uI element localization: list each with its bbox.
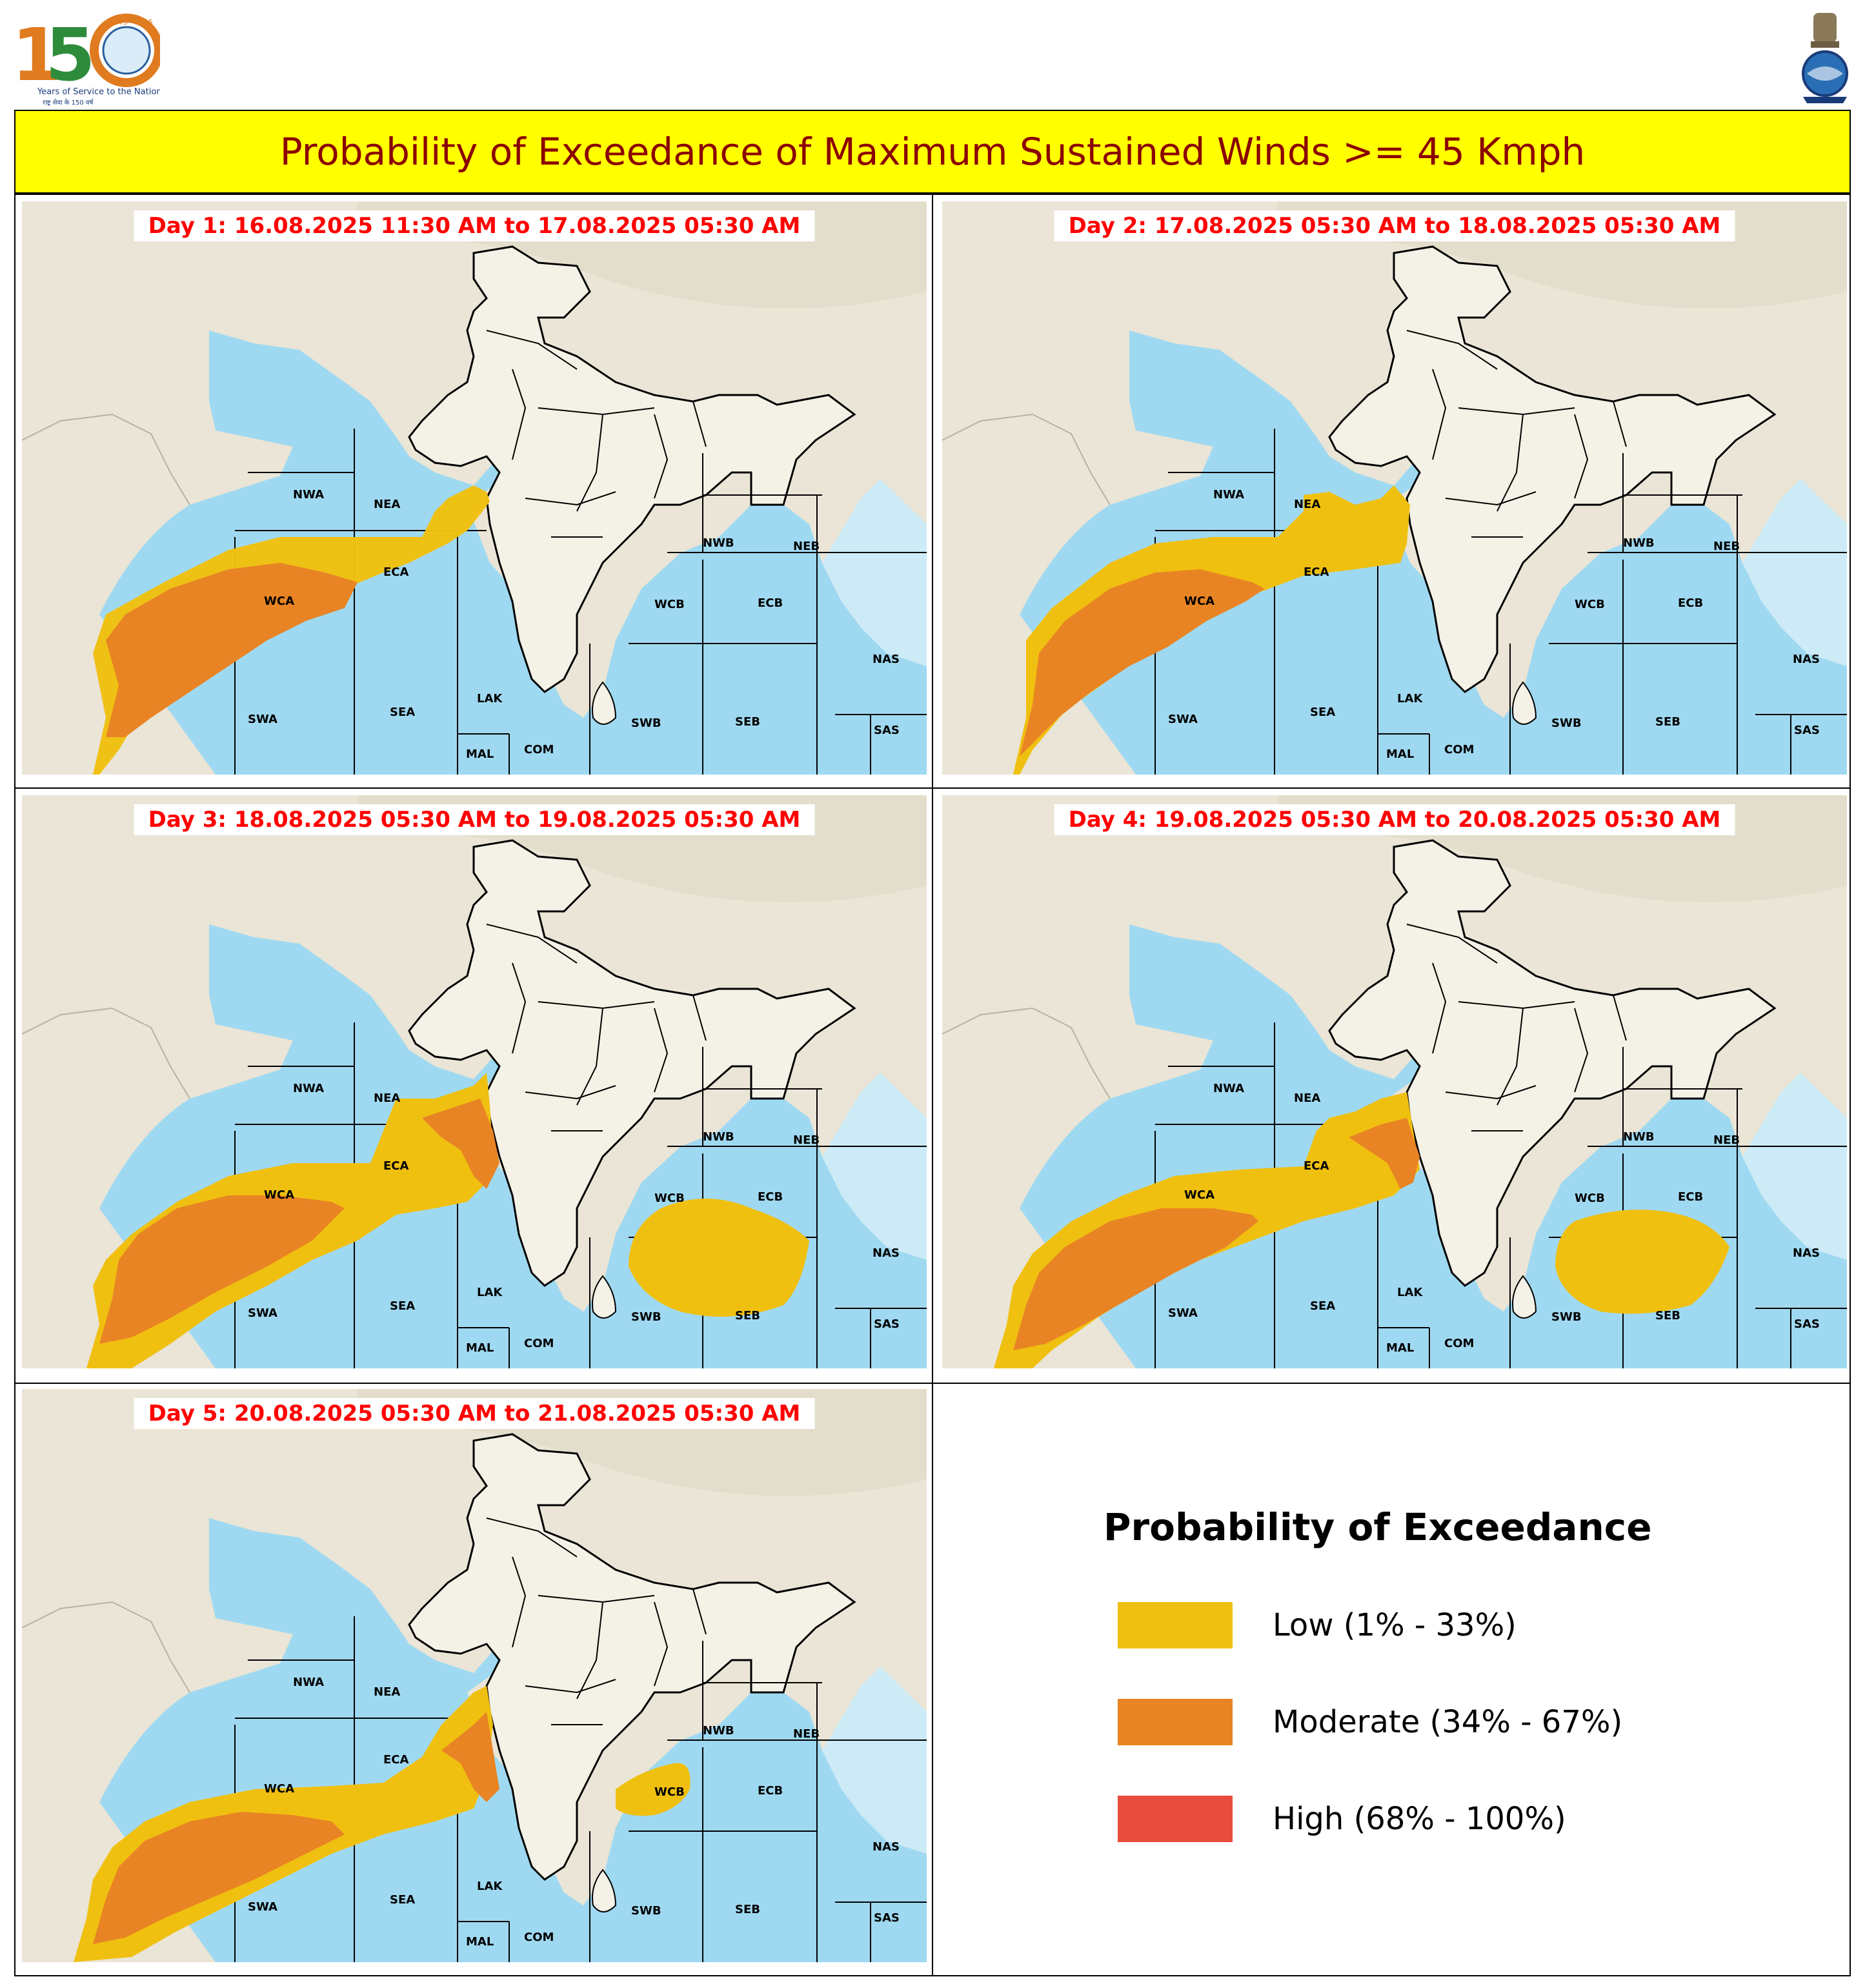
- moderate-probability-zone-coastal: [422, 1099, 499, 1189]
- panel-label-day-4: Day 4: 19.08.2025 05:30 AM to 20.08.2025…: [1054, 804, 1735, 835]
- map-day-1: [22, 201, 927, 775]
- map-panel-day-2: Day 2: 17.08.2025 05:30 AM to 18.08.2025…: [942, 201, 1847, 775]
- low-probability-zone: [1013, 485, 1410, 775]
- low-probability-zone: [93, 485, 490, 775]
- legend-swatch-high: [1118, 1796, 1233, 1842]
- legend-title: Probability of Exceedance: [1104, 1505, 1652, 1549]
- logo-number-one: 1: [12, 14, 62, 97]
- logo-ring: [90, 14, 160, 87]
- grid-divider-horizontal-2: [14, 1383, 1851, 1384]
- panel-label-day-2: Day 2: 17.08.2025 05:30 AM to 18.08.2025…: [1054, 210, 1735, 241]
- legend-swatch-low: [1118, 1602, 1233, 1648]
- map-panel-day-4: Day 4: 19.08.2025 05:30 AM to 20.08.2025…: [942, 795, 1847, 1368]
- map-day-2: [942, 201, 1847, 775]
- moderate-probability-zone-coastal: [441, 1712, 499, 1802]
- map-day-3: [22, 795, 927, 1368]
- moderate-probability-zone: [93, 1812, 345, 1944]
- map-day-5: [22, 1389, 927, 1962]
- imd-emblem: [1802, 13, 1848, 103]
- low-probability-zone-bay: [1555, 1210, 1729, 1314]
- map-panel-day-3: Day 3: 18.08.2025 05:30 AM to 19.08.2025…: [22, 795, 927, 1368]
- emblem-lion-capital: [1813, 13, 1837, 43]
- grid-divider-vertical: [932, 194, 933, 1976]
- grid-divider-horizontal-1: [14, 787, 1851, 789]
- logo-seal: [102, 26, 151, 75]
- page-title: Probability of Exceedance of Maximum Sus…: [279, 130, 1586, 174]
- moderate-probability-zone: [106, 563, 358, 737]
- low-probability-zone-bay: [616, 1763, 691, 1816]
- legend-label-high: High (68% - 100%): [1273, 1801, 1566, 1837]
- map-panel-day-1: Day 1: 16.08.2025 11:30 AM to 17.08.2025…: [22, 201, 927, 775]
- legend-item-moderate: Moderate (34% - 67%): [1118, 1699, 1699, 1745]
- logo-number-five: 5: [45, 14, 96, 97]
- moderate-probability-zone-coastal: [1349, 1118, 1420, 1189]
- imd-150-years-logo: 1 5 Years of Service to the Nation राष्ट…: [12, 14, 160, 107]
- moderate-probability-zone: [99, 1195, 345, 1344]
- map-panel-day-5: Day 5: 20.08.2025 05:30 AM to 21.08.2025…: [22, 1389, 927, 1962]
- title-bar: Probability of Exceedance of Maximum Sus…: [14, 110, 1851, 194]
- legend-item-high: High (68% - 100%): [1118, 1796, 1699, 1842]
- panel-label-day-1: Day 1: 16.08.2025 11:30 AM to 17.08.2025…: [134, 210, 815, 241]
- moderate-probability-zone: [1020, 569, 1265, 756]
- legend-label-moderate: Moderate (34% - 67%): [1273, 1704, 1623, 1740]
- legend-swatch-moderate: [1118, 1699, 1233, 1745]
- logo-caption: Years of Service to the Nation: [37, 87, 160, 97]
- map-day-4: [942, 795, 1847, 1368]
- logo-caption-hindi: राष्ट्र सेवा के 150 वर्ष: [43, 99, 94, 107]
- panel-label-day-5: Day 5: 20.08.2025 05:30 AM to 21.08.2025…: [134, 1398, 815, 1429]
- legend-item-low: Low (1% - 33%): [1118, 1602, 1699, 1648]
- logo-years: 1875 - 2025: [110, 18, 153, 26]
- legend-label-low: Low (1% - 33%): [1273, 1607, 1517, 1643]
- panel-label-day-3: Day 3: 18.08.2025 05:30 AM to 19.08.2025…: [134, 804, 815, 835]
- legend: Probability of Exceedance Low (1% - 33%)…: [933, 1383, 1850, 1975]
- low-probability-zone-bay: [629, 1199, 809, 1317]
- moderate-probability-zone: [1013, 1208, 1258, 1350]
